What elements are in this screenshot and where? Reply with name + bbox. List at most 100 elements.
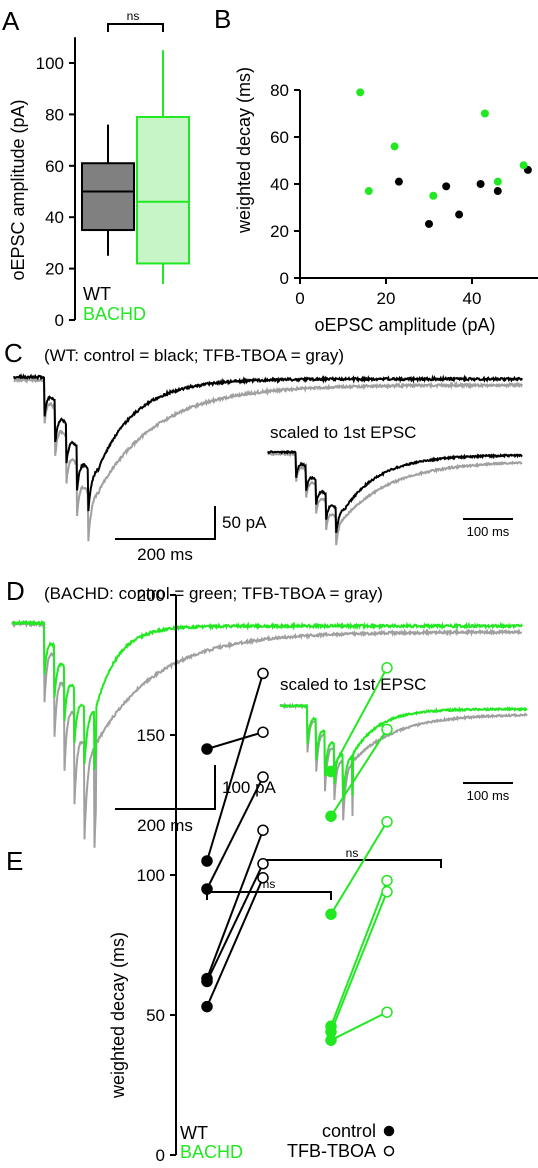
panel-e-tfb-point [381,874,393,887]
panel-letter-a: A [2,6,20,36]
panel-b-y-axis-label: weighted decay (ms) [234,67,254,234]
panel-a-y-tick-label: 40 [45,208,64,227]
panel-e-tfb-point [257,872,269,884]
panel-b-point [519,161,528,170]
panel-e-control-point [325,1034,337,1046]
panel-b-x-tick-label: 40 [463,289,482,308]
panel-e-control-point [201,1000,213,1013]
panel-e-pair-line [206,877,264,1007]
panel-e-tfb-point [257,771,269,783]
panel-d-inset-trace-control [279,702,528,801]
panel-b-point [429,191,438,200]
panel-b-scatter: weighted decay (ms) oEPSC amplitude (pA)… [234,67,538,335]
panel-e-control-point [201,855,213,867]
panel-a-y-tick-label: 60 [45,157,64,176]
panel-e-legend-tfb-marker [383,1145,395,1157]
panel-c-traces: (WT: control = black; TFB-TBOA = gray) s… [13,346,523,564]
panel-d-header: (BACHD: control = green; TFB-TBOA = gray… [44,584,383,603]
panel-a-box [136,115,190,265]
panel-d-traces: (BACHD: control = green; TFB-TBOA = gray… [11,584,528,848]
panel-e-legend-tfb: TFB-TBOA [287,1141,376,1161]
panel-c-inset-scale-label: 100 ms [467,524,510,539]
panel-e-control-point [201,743,213,755]
panel-b-y-tick-label: 0 [280,269,289,288]
panel-b-point [364,187,373,196]
panel-b-point [425,219,433,228]
panel-e-pair-line [330,1011,388,1042]
panel-e-ns-label-top: ns [346,846,359,860]
panel-e-y-tick-label: 150 [137,726,165,745]
panel-b-point [394,177,403,186]
panel-d-trace-control [11,619,523,770]
panel-c-header: (WT: control = black; TFB-TBOA = gray) [44,346,344,365]
panel-a-ns-bracket [107,23,164,32]
panel-letter-e: E [6,846,23,876]
panel-e-tfb-point [257,824,269,836]
panel-e-legend-wt: WT [180,1123,208,1143]
panel-e-y-axis-label: weighted decay (ms) [108,932,128,1099]
panel-e-control-point [325,810,337,822]
panel-c-scale-y-label: 50 pA [222,513,267,532]
panel-b-points [356,88,532,228]
panel-d-scale-y-label: 100 pA [222,778,277,797]
panel-a-y-tick-label: 100 [36,54,64,73]
panel-e-ns-bracket-bottom [206,891,332,900]
panel-b-axes: 020406080020406080100 [270,81,538,308]
panel-c-trace-control [13,372,523,512]
panel-e-pair-line [330,891,388,1033]
panel-e-legend-bachd: BACHD [180,1142,243,1162]
panel-a-y-axis: 0 20 40 60 80 100 [36,37,76,330]
panel-letter-d: D [6,576,25,606]
panel-e-control-point [201,975,213,988]
panel-a-box [81,162,135,232]
panel-e-pair-line [330,880,388,1027]
panel-b-point [390,142,399,151]
panel-a-y-tick-label: 80 [45,105,64,124]
panel-e-tfb-point [257,667,269,680]
panel-e-pair-line [330,728,388,817]
panel-e-tfb-point [381,723,393,736]
panel-c-inset-trace-tfb [267,451,523,546]
panel-b-x-axis-label: oEPSC amplitude (pA) [314,315,495,335]
panel-c-scale-x-label: 200 ms [137,545,193,564]
panel-a-boxes [81,50,190,285]
panel-d-scaled-label: scaled to 1st EPSC [280,675,426,694]
panel-a-legend-bachd: BACHD [83,304,146,324]
panel-a-ns-label: ns [127,9,140,23]
panel-letter-c: C [4,338,23,368]
panel-e-pairs [201,662,393,1046]
panel-e-legend-control: control [322,1121,376,1141]
panel-e-tfb-point [381,1006,393,1018]
panel-a-legend-wt: WT [83,284,111,304]
panel-c-scale-bar [115,506,216,540]
panel-e-control-point [325,908,337,920]
panel-e-tfb-point [381,816,393,828]
panel-c-trace-tfb [13,375,523,542]
panel-letter-b: B [214,4,231,34]
panel-e-control-point [201,883,213,895]
panel-b-y-tick-label: 80 [270,81,289,100]
panel-e-tfb-point [381,886,393,898]
panel-d-scale-x-label: 200 ms [137,816,193,835]
panel-e-y-axis: 0 50 100 150 200 [137,586,177,1165]
panel-d-inset-trace-tfb [280,702,528,821]
panel-b-point [493,177,502,186]
panel-e-tfb-point [257,858,269,870]
panel-e-pair-line [206,776,264,890]
panel-e-y-tick-label: 50 [146,1006,165,1025]
panel-e-ns-bracket-top [262,859,442,868]
panel-e-y-tick-label: 0 [156,1146,165,1165]
panel-e-pair-line [206,673,264,862]
panel-b-y-tick-label: 40 [270,175,289,194]
panel-b-point [356,88,365,97]
panel-a-y-axis-label: oEPSC amplitude (pA) [8,99,28,280]
panel-b-x-tick-label: 20 [377,289,396,308]
panel-e-pair-line [330,821,388,915]
panel-e-pair-line [206,731,264,750]
panel-d-scale-bar [115,765,216,810]
panel-b-x-tick-label: 0 [295,289,304,308]
panel-a-y-tick-label: 20 [45,260,64,279]
panel-b-point [480,109,489,118]
panel-a-y-tick-label: 0 [55,311,64,330]
